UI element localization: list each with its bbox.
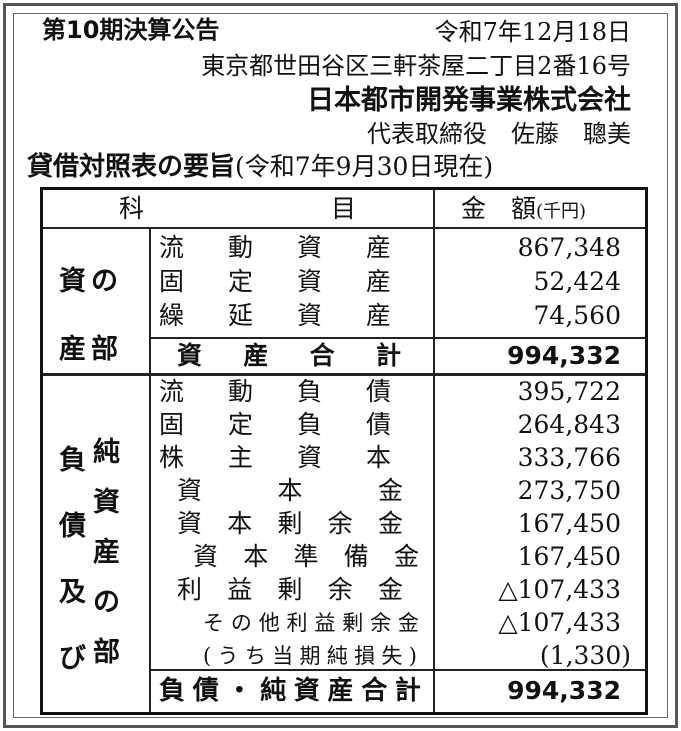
divider xyxy=(433,190,435,712)
liability-row-label: 資本剰余金 xyxy=(177,509,403,538)
liability-row-label: 流動負債 xyxy=(159,377,391,406)
representative: 代表取締役 佐藤 聰美 xyxy=(367,120,631,148)
divider xyxy=(149,669,645,671)
divider xyxy=(43,373,645,376)
header-amount-label: 金 額 xyxy=(461,194,537,223)
assets-total-value: 994,332 xyxy=(507,341,621,370)
liability-row-label: 資本準備金 xyxy=(193,542,419,571)
balance-sheet-title: 貸借対照表の要旨 xyxy=(27,152,236,182)
liabilities-section-label: 負債及び xyxy=(59,428,86,692)
notice-title: 第10期決算公告 xyxy=(42,16,220,44)
assets-label-right: の部 xyxy=(91,266,118,365)
balance-sheet-heading: 貸借対照表の要旨(令和7年9月30日現在) xyxy=(27,154,493,180)
liabilities-total-label: 負債・純資産合計 xyxy=(159,676,421,706)
notice-date: 令和7年12月18日 xyxy=(434,18,631,46)
liability-row-value: (1,330) xyxy=(539,641,631,670)
divider xyxy=(43,227,645,229)
balance-sheet-table: 科 目 金 額(千円) 資産 の部 流動資産 867,348 固定資産 52,4… xyxy=(40,187,648,715)
liability-row-label: 利益剰余金 xyxy=(177,575,403,604)
asset-row-value: 867,348 xyxy=(517,233,621,262)
liability-row-value: 273,750 xyxy=(517,476,621,505)
assets-section-label-right: の部 xyxy=(91,248,118,384)
header-item-2: 目 xyxy=(331,194,357,223)
assets-total-label: 資産合計 xyxy=(177,341,401,370)
net-assets-section-label: 純資産の部 xyxy=(93,428,120,678)
liability-row-value: 167,450 xyxy=(517,509,621,538)
asset-row-label: 繰延資産 xyxy=(159,301,391,330)
liabilities-label-right: 純資産の部 xyxy=(93,437,120,668)
outer-border xyxy=(3,3,678,728)
balance-sheet-date: (令和7年9月30日現在) xyxy=(235,152,494,181)
liability-row-label: 固定負債 xyxy=(159,410,391,439)
liability-row-value: 395,722 xyxy=(517,377,621,406)
divider xyxy=(149,228,151,712)
liability-row-label: 資本金 xyxy=(177,476,403,505)
liabilities-label-left: 負債及び xyxy=(59,445,86,674)
company-address: 東京都世田谷区三軒茶屋二丁目2番16号 xyxy=(201,52,631,80)
liability-row-label: (うち当期純損失) xyxy=(203,644,417,668)
company-name: 日本都市開発事業株式会社 xyxy=(307,85,631,116)
assets-label-left: 資産 xyxy=(59,266,86,365)
divider xyxy=(149,337,645,339)
liability-row-value: 167,450 xyxy=(517,542,621,571)
asset-row-label: 流動資産 xyxy=(159,233,391,262)
liability-row-label: 株主資本 xyxy=(159,443,391,472)
liability-row-value: △107,433 xyxy=(498,608,621,637)
header-unit: (千円) xyxy=(536,201,587,222)
liabilities-total-value: 994,332 xyxy=(507,676,621,705)
liability-row-value: 264,843 xyxy=(517,410,621,439)
inner-border xyxy=(13,13,668,718)
asset-row-label: 固定資産 xyxy=(159,267,391,296)
header-item-1: 科 xyxy=(119,194,145,223)
asset-row-value: 74,560 xyxy=(533,301,621,330)
asset-row-value: 52,424 xyxy=(533,267,621,296)
header-amount: 金 額(千円) xyxy=(461,196,586,221)
liability-row-value: 333,766 xyxy=(517,443,621,472)
assets-section-label: 資産 xyxy=(59,248,86,384)
liability-row-label: その他利益剰余金 xyxy=(203,611,419,635)
liability-row-value: △107,433 xyxy=(498,575,621,604)
